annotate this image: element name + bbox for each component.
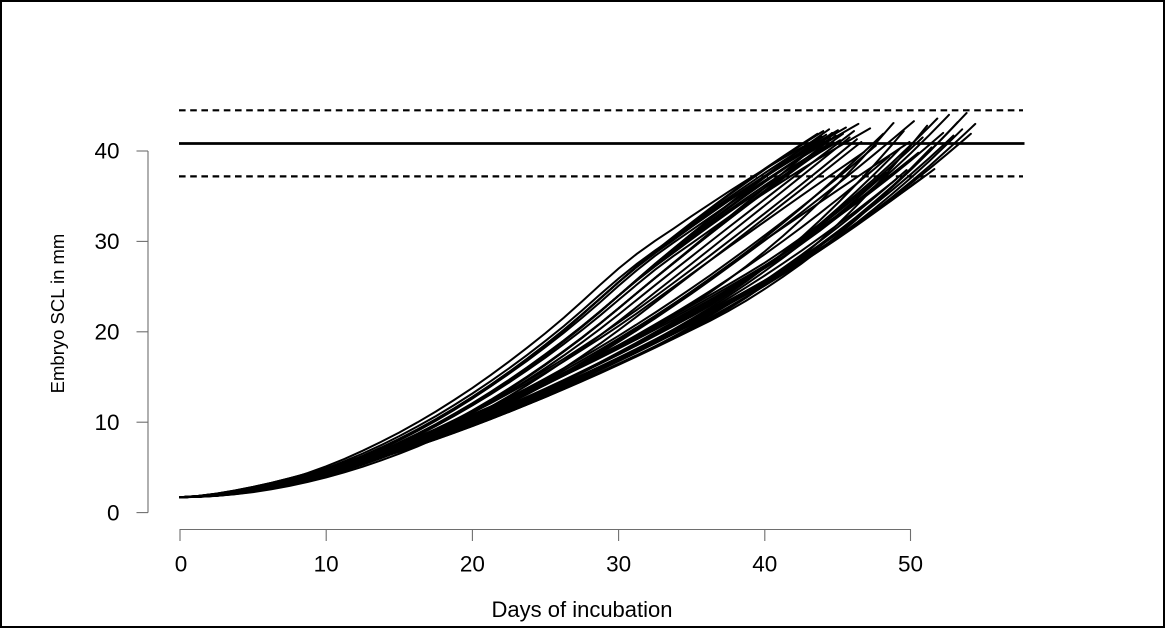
svg-text:Embryo SCL in mm: Embryo SCL in mm	[47, 234, 68, 394]
svg-text:50: 50	[898, 552, 923, 577]
svg-text:40: 40	[752, 552, 777, 577]
svg-text:Days of incubation: Days of incubation	[492, 597, 673, 622]
svg-text:0: 0	[175, 552, 188, 577]
svg-text:0: 0	[107, 500, 120, 525]
svg-text:20: 20	[460, 552, 485, 577]
svg-text:20: 20	[94, 320, 119, 345]
svg-text:40: 40	[94, 139, 119, 164]
svg-text:30: 30	[94, 229, 119, 254]
svg-text:10: 10	[94, 410, 119, 435]
svg-text:10: 10	[314, 552, 339, 577]
svg-text:30: 30	[606, 552, 631, 577]
